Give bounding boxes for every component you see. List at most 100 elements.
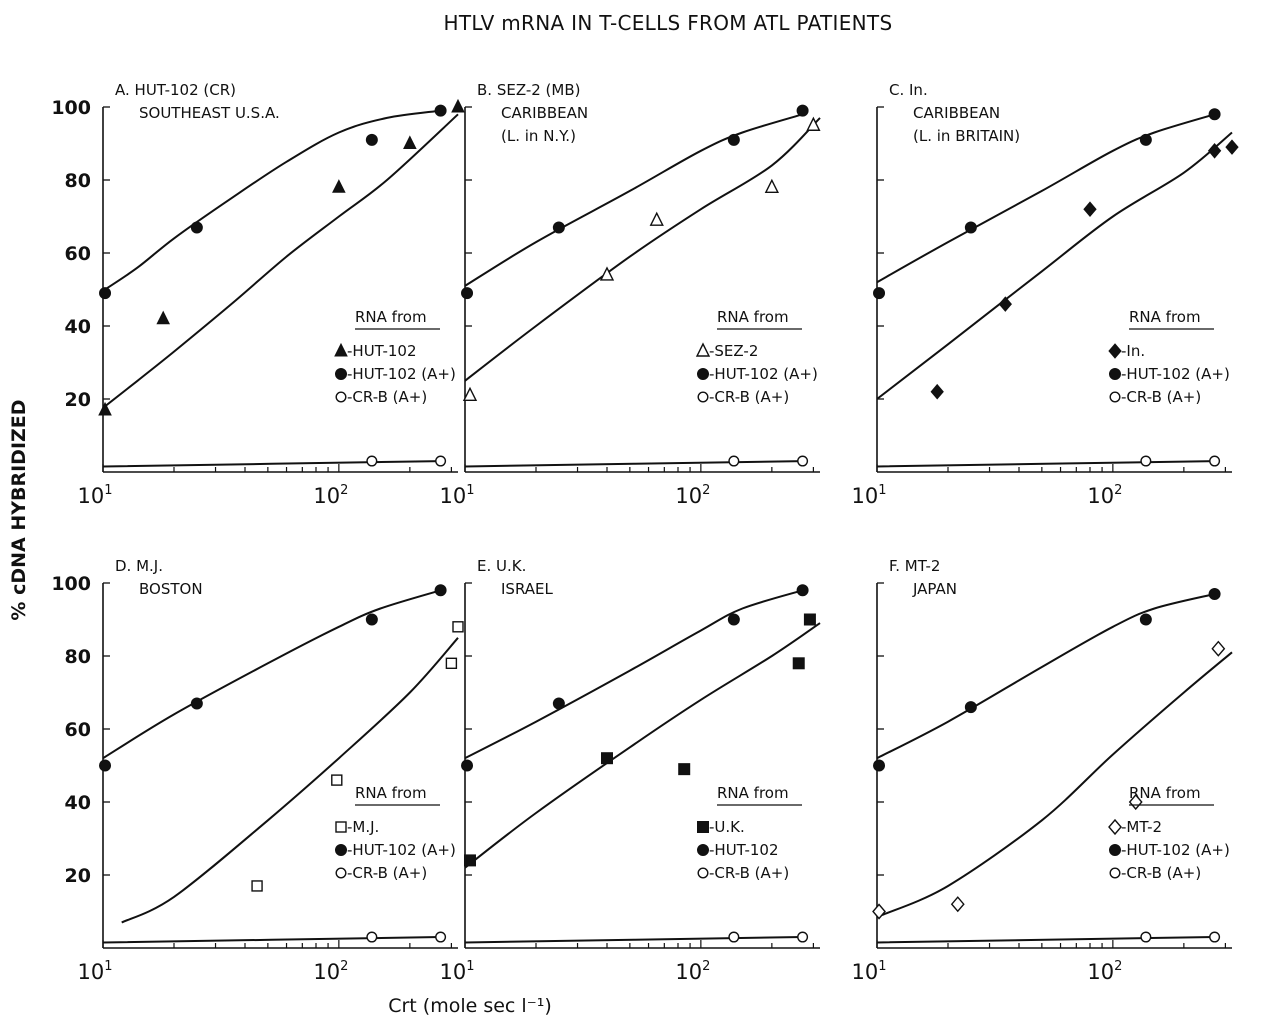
legend-entry: -In. [1121, 342, 1145, 360]
panel-title-line: JAPAN [912, 580, 957, 598]
x-tick-label: 102 [675, 483, 710, 508]
legend-entry: -MT-2 [1121, 818, 1162, 836]
fit-curve-2 [121, 637, 459, 924]
y-tick-label: 40 [65, 316, 91, 338]
panel-title-line: SOUTHEAST U.S.A. [139, 104, 280, 122]
data-point-series-3 [1209, 931, 1221, 943]
data-point-series-2 [873, 287, 886, 300]
data-point-series-1 [332, 179, 346, 193]
fit-curve-3 [876, 460, 1215, 468]
fit-curve-2 [881, 651, 1233, 917]
data-point-series-2 [461, 759, 474, 772]
y-tick-label: 80 [65, 170, 91, 192]
x-tick-label: 101 [851, 959, 886, 984]
data-point-series-1 [792, 657, 805, 670]
legend-entry: -HUT-102 (A+) [1121, 841, 1230, 859]
fit-curve-1 [464, 113, 803, 287]
figure-title: HTLV mRNA IN T-CELLS FROM ATL PATIENTS [444, 11, 893, 35]
legend-entry: -M.J. [347, 818, 379, 836]
legend-entry: -HUT-102 (A+) [709, 365, 818, 383]
data-point-series-3 [366, 931, 378, 943]
x-tick-label: 102 [313, 483, 348, 508]
legend-entry: -U.K. [709, 818, 745, 836]
panel-title-line: F. MT-2 [889, 557, 940, 575]
legend-marker [697, 391, 709, 403]
data-point-series-1 [803, 613, 816, 626]
data-point-series-1 [403, 135, 417, 149]
data-point-series-1 [649, 211, 664, 226]
data-point-series-1 [998, 296, 1012, 312]
x-tick-label: 101 [77, 483, 112, 508]
fit-curve-2 [464, 622, 821, 869]
data-point-series-3 [1209, 455, 1221, 467]
data-point-series-2 [796, 104, 809, 117]
fit-curve-1 [876, 593, 1215, 760]
panel-c: 101 102 C. In. CARIBBEAN (L. in BRITAIN) RNA … [851, 81, 1239, 508]
fit-curve-3 [464, 460, 803, 468]
data-point-series-1 [251, 880, 263, 892]
data-point-series-1 [950, 896, 965, 913]
legend-entry: -CR-B (A+) [1121, 864, 1201, 882]
data-point-series-2 [461, 287, 474, 300]
legend-entry: -CR-B (A+) [347, 864, 427, 882]
panel-title-line: E. U.K. [477, 557, 526, 575]
y-tick-label: 60 [65, 243, 91, 265]
legend-entry: -CR-B (A+) [709, 388, 789, 406]
data-point-series-3 [797, 455, 809, 467]
data-point-series-2 [99, 759, 112, 772]
legend-marker [1109, 844, 1121, 856]
panel-title-line: (L. in BRITAIN) [913, 127, 1020, 145]
data-point-series-3 [728, 931, 740, 943]
fit-curve-1 [104, 109, 441, 291]
fit-curve-3 [102, 460, 441, 468]
data-point-series-2 [365, 613, 378, 626]
data-point-series-2 [99, 287, 112, 300]
data-point-series-1 [451, 98, 465, 113]
legend-entry: -SEZ-2 [709, 342, 758, 360]
legend-entry: -CR-B (A+) [1121, 388, 1201, 406]
x-tick-label: 102 [675, 959, 710, 984]
data-point-series-1 [806, 116, 821, 131]
data-point-series-2 [964, 701, 977, 714]
legend-entry: -HUT-102 (A+) [1121, 365, 1230, 383]
data-point-series-2 [1139, 613, 1152, 626]
data-point-series-2 [1208, 108, 1221, 121]
data-point-series-3 [366, 455, 378, 467]
y-tick-label: 100 [51, 97, 91, 119]
data-point-series-1 [331, 774, 343, 786]
panel-b: 101 102 B. SEZ-2 (MB) CARIBBEAN (L. in N.Y.)… [439, 81, 821, 508]
fit-curve-3 [102, 936, 441, 944]
data-point-series-1 [599, 266, 615, 281]
legend-heading: RNA from [355, 308, 427, 326]
data-point-series-2 [873, 759, 886, 772]
data-point-series-2 [190, 697, 203, 710]
legend-marker [1109, 368, 1121, 380]
legend-marker [335, 391, 347, 403]
legend-entry: -CR-B (A+) [709, 864, 789, 882]
panel-title-line: C. In. [889, 81, 928, 99]
y-axis-label: % cDNA HYBRIDIZED [8, 399, 30, 620]
y-tick-label: 100 [51, 573, 91, 595]
fit-curve-2 [464, 117, 821, 382]
data-point-series-2 [727, 613, 740, 626]
panel-title-line: BOSTON [139, 580, 203, 598]
data-point-series-1 [462, 386, 478, 402]
legend-marker [1109, 867, 1121, 879]
y-tick-label: 20 [65, 389, 91, 411]
data-point-series-1 [452, 621, 464, 633]
y-tick-label: 20 [65, 865, 91, 887]
data-point-series-1 [872, 903, 886, 920]
panel-d: 100 80 60 40 20 101 102 D. M.J. BOSTON RNA from -M… [51, 557, 464, 984]
y-tick-label: 80 [65, 646, 91, 668]
data-point-series-2 [964, 221, 977, 234]
data-point-series-1 [445, 657, 458, 669]
fit-curve-2 [104, 113, 459, 408]
panel-title-line: A. HUT-102 (CR) [115, 81, 236, 99]
fit-curve-2 [876, 131, 1233, 400]
data-point-series-1 [930, 383, 944, 400]
panel-title-line: D. M.J. [115, 557, 163, 575]
x-tick-label: 102 [1087, 959, 1122, 984]
data-point-series-1 [98, 401, 112, 416]
x-tick-label: 101 [851, 483, 886, 508]
